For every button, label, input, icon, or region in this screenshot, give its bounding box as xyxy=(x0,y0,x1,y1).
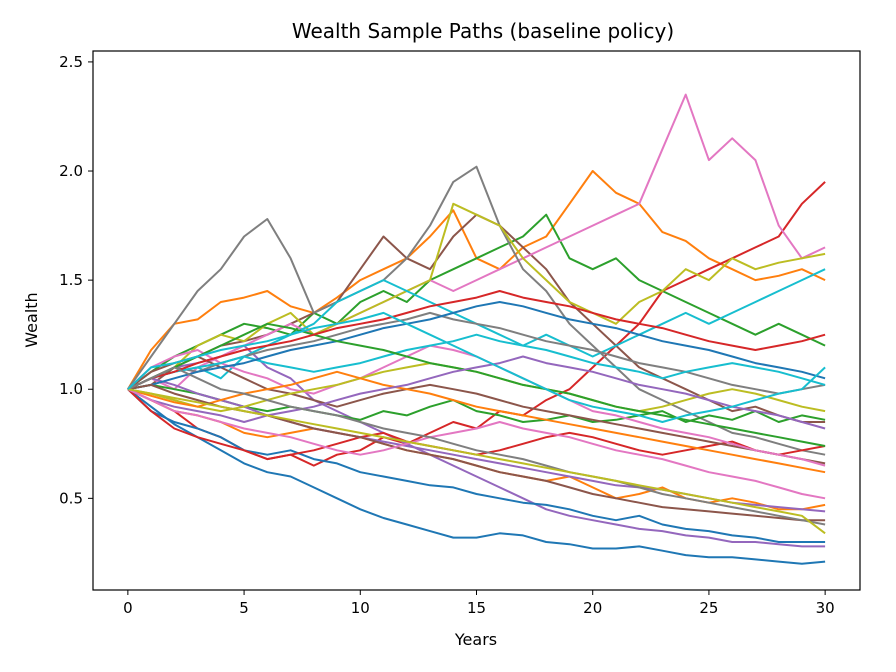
series-line-28 xyxy=(127,366,826,526)
y-axis-label: Wealth xyxy=(22,292,41,347)
y-tick-label: 1.0 xyxy=(59,380,83,398)
series-line-9 xyxy=(127,202,826,391)
series-line-16 xyxy=(127,355,826,465)
x-tick-label: 5 xyxy=(239,599,249,617)
x-tick-label: 20 xyxy=(583,599,602,617)
y-tick-label: 2.0 xyxy=(59,162,83,180)
series-layer xyxy=(127,93,826,565)
series-line-24 xyxy=(127,290,826,391)
y-tick-label: 2.5 xyxy=(59,53,83,71)
x-tick-label: 15 xyxy=(467,599,486,617)
series-line-20 xyxy=(127,333,826,391)
y-tick-label: 1.5 xyxy=(59,271,83,289)
x-tick-label: 25 xyxy=(699,599,718,617)
series-line-27 xyxy=(127,388,826,500)
x-tick-label: 10 xyxy=(351,599,370,617)
series-line-1 xyxy=(127,388,826,565)
series-line-8 xyxy=(127,165,826,456)
y-tick-label: 0.5 xyxy=(59,489,83,507)
chart-title: Wealth Sample Paths (baseline policy) xyxy=(292,19,674,43)
series-line-29 xyxy=(127,388,826,535)
series-line-3 xyxy=(127,213,826,391)
series-line-14 xyxy=(127,388,826,461)
series-line-5 xyxy=(127,344,826,548)
x-tick-label: 0 xyxy=(123,599,133,617)
x-axis-label: Years xyxy=(454,630,497,649)
x-tick-label: 30 xyxy=(816,599,835,617)
series-line-25 xyxy=(127,355,826,430)
series-line-30 xyxy=(127,311,826,423)
y-axis-ticks: 0.5 1.0 1.5 2.0 2.5 xyxy=(59,53,93,507)
series-line-7 xyxy=(127,93,826,391)
x-axis-ticks: 0 5 10 15 20 25 30 xyxy=(123,590,835,617)
series-line-23 xyxy=(127,322,826,447)
series-line-21 xyxy=(127,301,826,391)
